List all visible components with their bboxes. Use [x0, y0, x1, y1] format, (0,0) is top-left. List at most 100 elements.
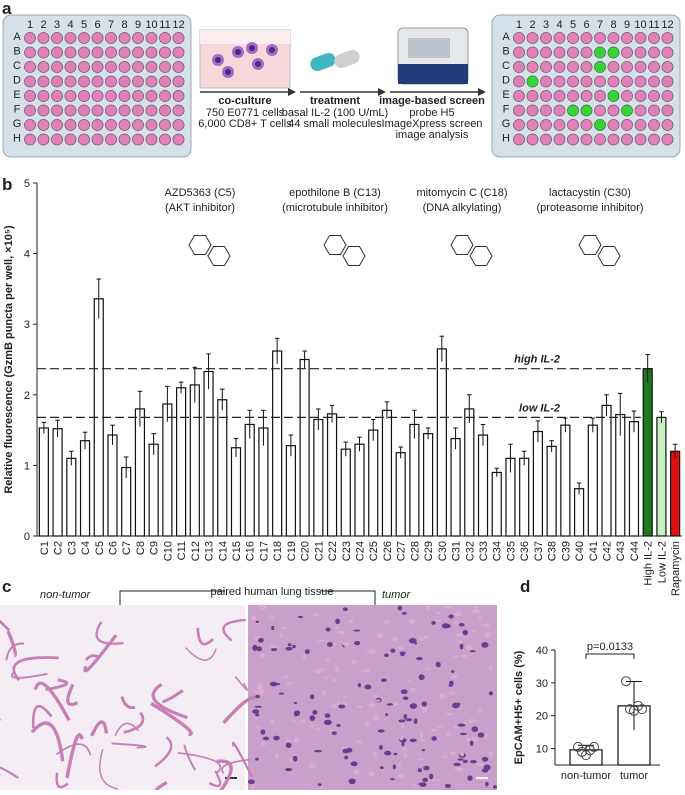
tissue-nucleus	[259, 605, 266, 610]
bar	[355, 444, 364, 536]
tissue-nucleus	[310, 724, 315, 727]
well	[608, 32, 619, 43]
well	[146, 90, 157, 101]
tissue-nucleus	[254, 706, 262, 708]
y-tick-label: 0	[24, 531, 30, 543]
tissue-nucleus	[391, 637, 398, 642]
plate-row: H	[13, 133, 21, 145]
x-tick-label: C1	[39, 541, 51, 555]
x-tick-label: C34	[492, 541, 504, 561]
tissue-nucleus	[326, 658, 329, 661]
tissue-nucleus	[374, 694, 379, 697]
tissue-nucleus	[418, 783, 425, 786]
tissue-nucleus	[309, 715, 315, 721]
cell-nucleus	[235, 49, 241, 55]
well	[621, 76, 632, 87]
tissue-nucleus	[279, 693, 285, 695]
tissue-nucleus	[385, 713, 388, 716]
tissue-nucleus	[376, 699, 380, 701]
well	[65, 119, 76, 130]
well	[621, 119, 632, 130]
well	[513, 134, 524, 145]
well	[173, 32, 184, 43]
bar	[561, 425, 570, 536]
well	[567, 76, 578, 87]
tissue-nucleus	[279, 633, 282, 637]
well	[567, 32, 578, 43]
tissue-nucleus	[483, 623, 490, 627]
well	[513, 61, 524, 72]
tissue-nucleus	[403, 696, 409, 700]
tissue-nucleus	[398, 606, 402, 611]
well	[621, 134, 632, 145]
tissue-nucleus	[384, 717, 387, 720]
tissue-nucleus	[402, 612, 407, 615]
x-tick-label: C16	[245, 541, 257, 561]
x-tick-label: C7	[121, 541, 133, 555]
tissue-nucleus	[489, 751, 493, 757]
bar	[396, 453, 405, 536]
well	[78, 119, 89, 130]
well	[159, 90, 170, 101]
tissue-nucleus	[367, 650, 374, 653]
x-tick-label: C12	[190, 541, 202, 561]
tissue-nucleus	[445, 605, 452, 609]
tissue-nucleus	[294, 702, 298, 704]
y-tick-label: 10	[536, 744, 548, 756]
tissue-nucleus	[478, 732, 485, 737]
well	[105, 90, 116, 101]
well	[38, 119, 49, 130]
compound-name: mitomycin C (C18)	[416, 187, 507, 199]
x-tick-label: C44	[629, 541, 641, 561]
x-tick-label: C22	[327, 541, 339, 561]
x-tick-label: C39	[560, 541, 572, 561]
tissue-nucleus	[400, 735, 404, 741]
well	[648, 119, 659, 130]
well	[662, 32, 673, 43]
tissue-nucleus	[324, 720, 332, 725]
tissue-nucleus	[451, 670, 454, 673]
tissue-nucleus	[449, 692, 456, 695]
tissue-title: paired human lung tissue	[211, 586, 334, 598]
well	[24, 134, 35, 145]
bar	[341, 449, 350, 536]
well	[554, 32, 565, 43]
plate-column: 12	[172, 19, 184, 31]
plate-column: 10	[634, 19, 646, 31]
step-title: treatment	[310, 95, 360, 107]
well	[648, 90, 659, 101]
tissue-nucleus	[477, 709, 483, 712]
well	[173, 61, 184, 72]
well	[78, 134, 89, 145]
tissue-label: tumor	[382, 589, 411, 601]
tissue-nucleus	[354, 641, 360, 645]
reference-label: high IL-2	[514, 354, 560, 366]
well	[527, 76, 538, 87]
compound-target: (AKT inhibitor)	[165, 202, 235, 214]
tissue-nucleus	[338, 631, 345, 634]
well	[146, 47, 157, 58]
well	[662, 61, 673, 72]
well	[513, 76, 524, 87]
plate-column: 2	[529, 19, 535, 31]
panel-label: c	[2, 577, 11, 596]
x-tick-label: C26	[382, 541, 394, 561]
tissue-nucleus	[256, 621, 259, 623]
well	[621, 105, 632, 116]
well	[159, 61, 170, 72]
tissue-nucleus	[485, 633, 491, 638]
well	[38, 47, 49, 58]
well	[119, 32, 130, 43]
x-tick-label: C23	[341, 541, 353, 561]
well	[119, 119, 130, 130]
tissue-nucleus	[420, 733, 423, 738]
tissue-nucleus	[325, 713, 331, 718]
step-line: 6,000 CD8+ T cells	[198, 118, 292, 130]
bar	[492, 472, 501, 536]
tissue-nucleus	[324, 677, 328, 679]
well	[635, 119, 646, 130]
tissue-nucleus	[456, 633, 464, 637]
well	[51, 105, 62, 116]
tissue-nucleus	[401, 741, 404, 746]
well	[51, 134, 62, 145]
